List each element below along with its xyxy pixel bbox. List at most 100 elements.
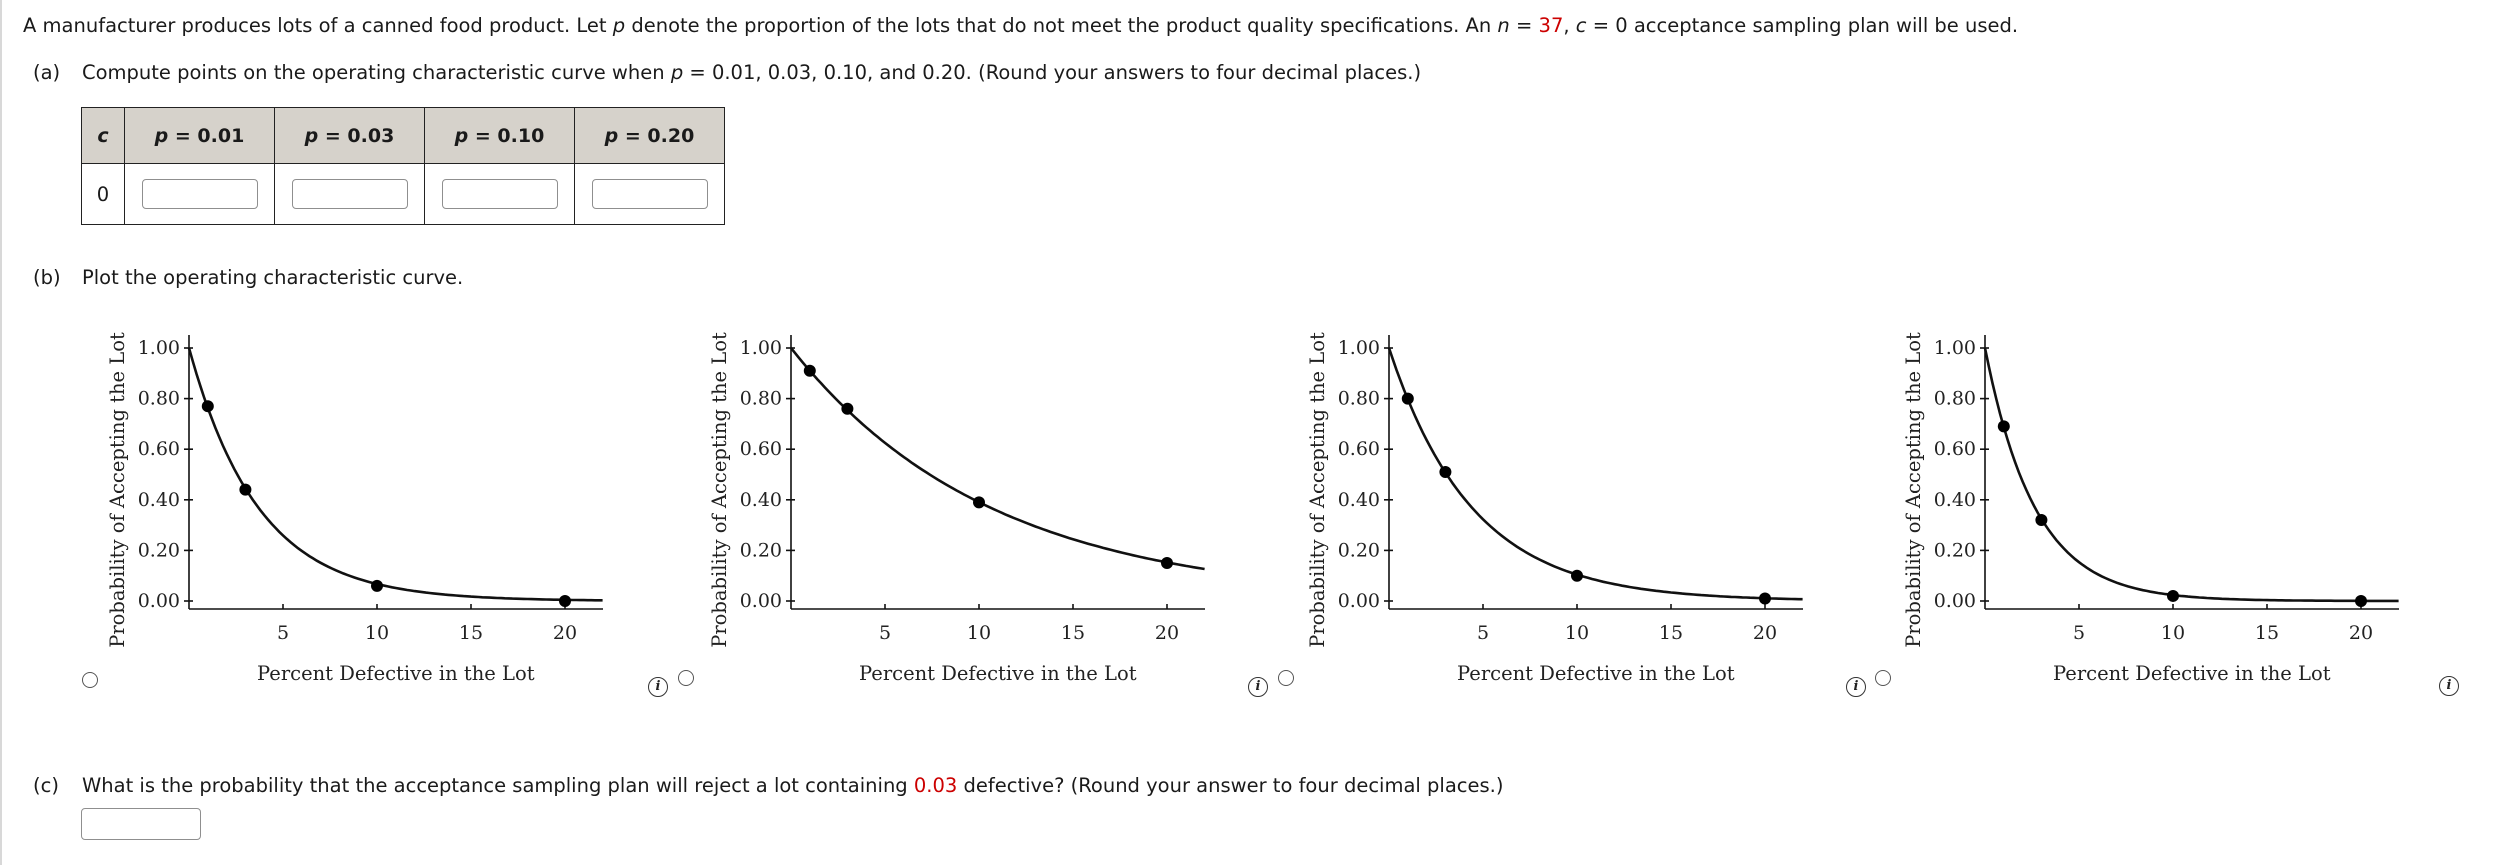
x-tick-label: 15 — [1061, 622, 1085, 644]
data-point — [371, 579, 383, 592]
cell-p-020 — [574, 163, 725, 225]
y-tick-label: 0.20 — [1934, 539, 1976, 561]
problem-statement: A manufacturer produces lots of a canned… — [23, 14, 2018, 37]
y-tick-label: 0.20 — [138, 539, 180, 561]
c-symbol: c — [1575, 14, 1587, 37]
chart-svg: 0.00 0.20 0.40 0.60 0.80 1.00 5 10 15 20 Percent D… — [106, 332, 603, 685]
cell-p-010 — [424, 163, 575, 225]
p-symbol: p — [612, 14, 626, 37]
y-tick-label: 0.80 — [1338, 388, 1380, 410]
y-tick-label: 0.40 — [1338, 489, 1380, 511]
chart-svg: 0.00 0.20 0.40 0.60 0.80 1.00 5 10 15 20 Percent D… — [1306, 332, 1803, 685]
intro-text: denote the proportion of the lots that d… — [625, 14, 1498, 37]
axes — [786, 335, 1205, 610]
x-tick-label: 5 — [277, 622, 289, 644]
part-c-defective-value: 0.03 — [913, 774, 958, 797]
y-axis-title: Probability of Accepting the Lot — [1902, 332, 1925, 648]
intro-text: A manufacturer produces lots of a canned… — [23, 14, 613, 37]
data-point — [2167, 589, 2179, 602]
part-b-prompt: (b) Plot the operating characteristic cur… — [33, 266, 463, 289]
y-tick-label: 0.00 — [740, 590, 782, 612]
x-axis-title: Percent Defective in the Lot — [1457, 662, 1735, 685]
header-p-003: p = 0.03 — [274, 107, 425, 164]
y-tick-label: 0.00 — [1934, 590, 1976, 612]
n-value: 37 — [1538, 14, 1564, 37]
y-axis-title: Probability of Accepting the Lot — [708, 332, 731, 648]
y-tick-label: 1.00 — [1934, 337, 1976, 359]
comma: , — [1563, 14, 1576, 37]
x-tick-label: 20 — [2349, 622, 2373, 644]
header-value: = 0.03 — [318, 124, 395, 147]
reject-probability-input[interactable] — [81, 808, 201, 840]
part-a-label: (a) — [33, 61, 61, 84]
info-icon[interactable]: i — [1248, 677, 1268, 697]
oc-curve — [1387, 347, 1803, 601]
x-tick-label: 10 — [1565, 622, 1589, 644]
x-tick-label: 20 — [553, 622, 577, 644]
n-symbol: n — [1497, 14, 1510, 37]
answer-input-p-010[interactable] — [441, 179, 558, 209]
x-tick-label: 20 — [1155, 622, 1179, 644]
info-icon[interactable]: i — [1846, 677, 1866, 697]
equals: = — [1509, 14, 1539, 37]
y-tick-label: 0.40 — [138, 489, 180, 511]
answer-input-p-003[interactable] — [291, 179, 408, 209]
part-b-label: (b) — [33, 266, 61, 289]
y-tick-label: 0.00 — [1338, 590, 1380, 612]
x-tick-label: 15 — [2255, 622, 2279, 644]
part-a-prompt: (a) Compute points on the operating chara… — [33, 61, 1421, 84]
part-c-text: What is the probability that the accepta… — [82, 774, 914, 797]
header-symbol: c — [97, 124, 109, 147]
p-symbol: p — [670, 61, 684, 84]
data-point — [2035, 514, 2048, 527]
header-symbol: p — [454, 124, 469, 147]
data-point — [201, 400, 214, 413]
x-axis-title: Percent Defective in the Lot — [2053, 662, 2331, 685]
chart-svg: 0.00 0.20 0.40 0.60 0.80 1.00 5 10 15 20 Percent D… — [1902, 332, 2399, 685]
part-c-text: defective? (Round your answer to four de… — [957, 774, 1504, 797]
oc-curve — [187, 347, 603, 602]
data-point — [803, 364, 816, 377]
chart-option-1-radio[interactable] — [82, 672, 98, 688]
axes — [1384, 335, 1803, 610]
y-tick-label: 0.80 — [138, 388, 180, 410]
info-icon[interactable]: i — [648, 677, 668, 697]
data-point — [1759, 592, 1771, 605]
data-point — [841, 402, 854, 415]
oc-chart-option-3: 0.00 0.20 0.40 0.60 0.80 1.00 5 10 15 20 Percent D… — [1200, 290, 1803, 710]
oc-points-table: c p = 0.01 p = 0.03 p = 0.10 p = 0.20 0 — [81, 107, 725, 225]
y-axis-title: Probability of Accepting the Lot — [106, 332, 129, 648]
y-tick-label: 0.60 — [1338, 438, 1380, 460]
data-point — [1161, 557, 1173, 570]
axes — [184, 335, 603, 610]
header-p-020: p = 0.20 — [574, 107, 725, 164]
answer-input-p-020[interactable] — [591, 179, 708, 209]
y-tick-label: 0.60 — [1934, 438, 1976, 460]
part-a-text: Compute points on the operating characte… — [82, 61, 671, 84]
y-tick-label: 0.00 — [138, 590, 180, 612]
axes — [1980, 335, 2399, 610]
chart-option-2-radio[interactable] — [678, 670, 694, 686]
y-tick-label: 0.60 — [138, 438, 180, 460]
answer-input-p-001[interactable] — [141, 179, 258, 209]
chart-option-3-radio[interactable] — [1278, 670, 1294, 686]
part-c-prompt: (c) What is the probability that the acce… — [33, 774, 1503, 797]
y-tick-label: 0.20 — [740, 539, 782, 561]
y-axis-title: Probability of Accepting the Lot — [1306, 332, 1329, 648]
header-p-001: p = 0.01 — [124, 107, 275, 164]
header-symbol: p — [154, 124, 169, 147]
info-icon[interactable]: i — [2439, 676, 2459, 696]
x-axis-title: Percent Defective in the Lot — [257, 662, 535, 685]
header-p-010: p = 0.10 — [424, 107, 575, 164]
part-c-label: (c) — [33, 774, 59, 797]
header-symbol: p — [604, 124, 619, 147]
x-tick-label: 5 — [879, 622, 891, 644]
y-tick-label: 1.00 — [740, 337, 782, 359]
page-left-border — [0, 0, 2, 865]
header-c: c — [81, 107, 125, 164]
cell-p-003 — [274, 163, 425, 225]
cell-p-001 — [124, 163, 275, 225]
header-value: = 0.10 — [468, 124, 545, 147]
chart-option-4-radio[interactable] — [1875, 670, 1891, 686]
y-tick-label: 0.80 — [1934, 388, 1976, 410]
